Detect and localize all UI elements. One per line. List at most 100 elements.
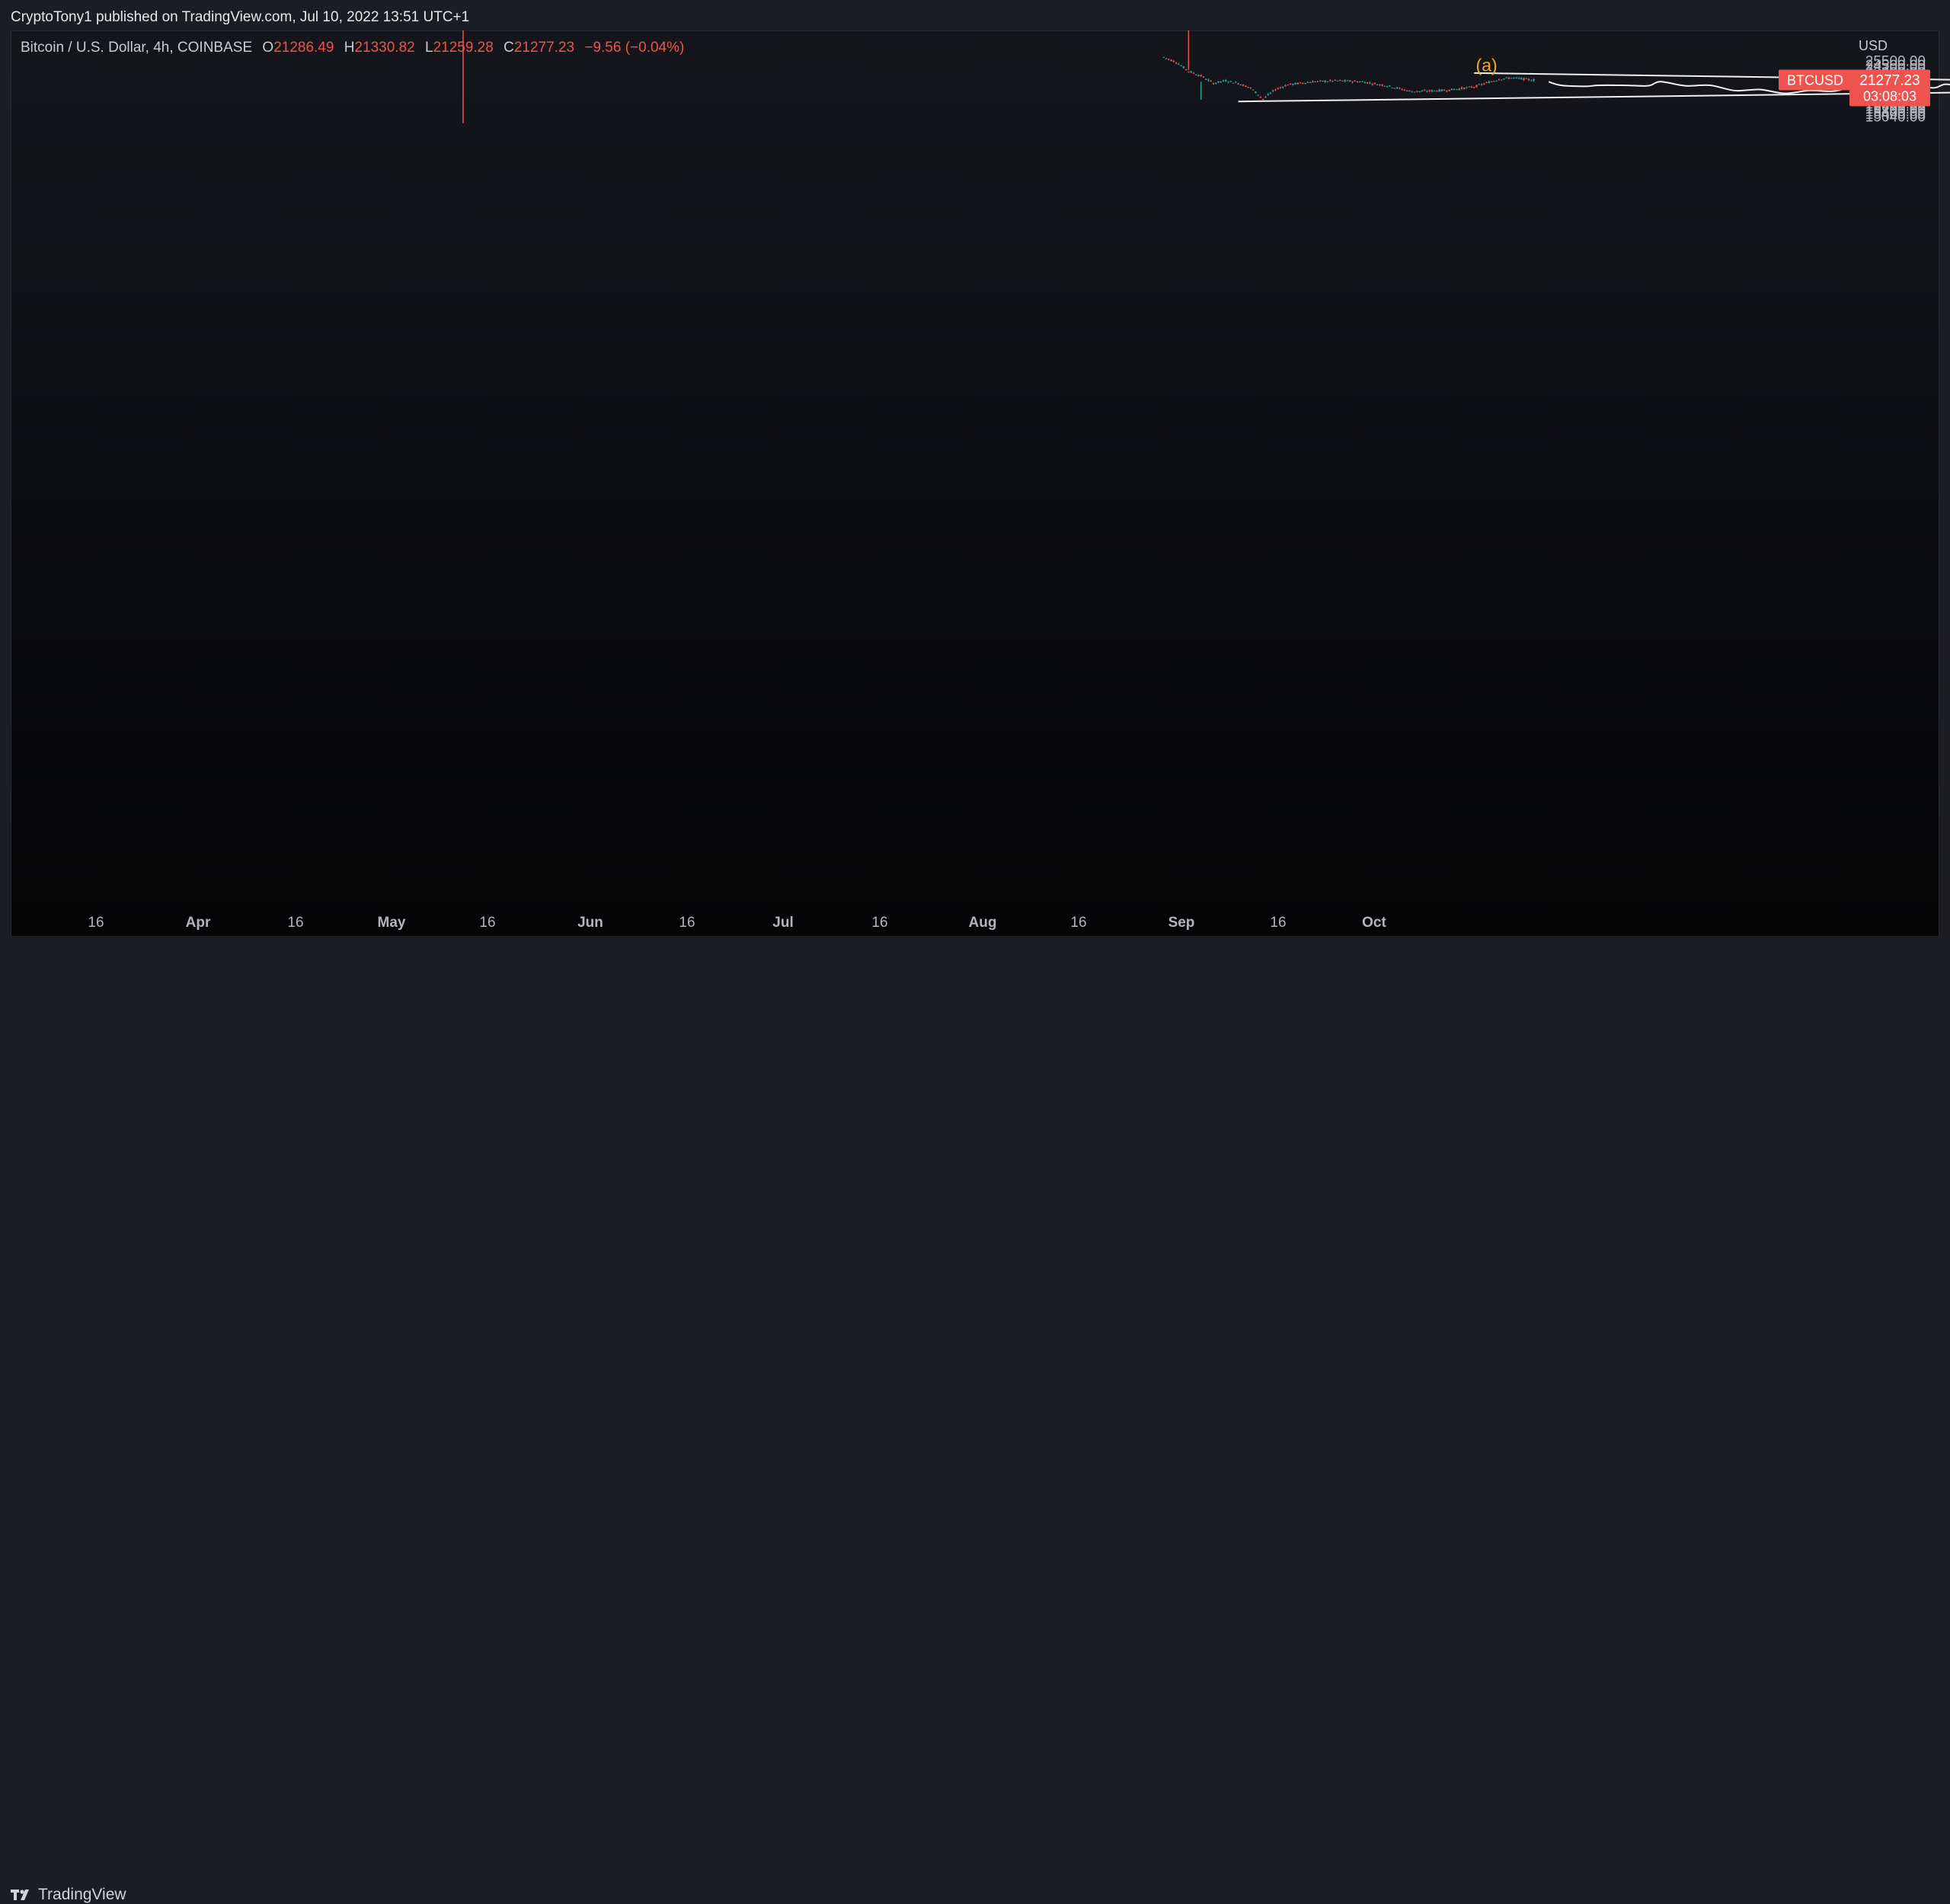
currency-label: USD [1859,38,1888,53]
price-tag-countdown: 03:08:03 [1863,88,1916,104]
candle-body [1450,88,1453,91]
open-value: 21286.49 [273,40,334,56]
tradingview-logo[interactable]: TradingView [11,1886,126,1904]
candle [1431,89,1434,93]
price-tick-label: 15040.00 [1865,109,1926,125]
symbol-tag-bg [1779,69,1852,91]
candle-body [1309,81,1312,83]
candle [1507,76,1510,80]
candle [1322,80,1324,82]
candle [1383,85,1386,87]
candle [1302,82,1304,85]
candle [1247,87,1249,88]
candle-body [1306,81,1309,83]
candle [1257,94,1259,96]
candle [1448,89,1450,91]
candle [1498,78,1501,81]
time-tick-label: 16 [287,915,303,931]
candle-body [1423,90,1426,91]
candle-body [1235,81,1237,83]
candle [1252,89,1255,91]
candle [1269,91,1272,94]
close-label: C [503,40,514,56]
candle [1222,79,1225,82]
candle-body [1289,83,1292,85]
candle [1515,77,1517,79]
candle [1172,59,1175,63]
candle-body [1413,91,1416,93]
candle-body [1326,81,1329,82]
candle [1296,82,1299,85]
candle [1319,80,1322,82]
candle-body [1453,89,1456,91]
candle [1200,74,1202,77]
time-tick-label: 16 [88,915,104,931]
candle [1312,80,1314,83]
candle [1386,85,1389,88]
candle-body [1220,81,1222,83]
price-tick-label: 15800.00 [1865,104,1926,120]
candle-body [1468,86,1470,88]
candle-body [1373,82,1376,84]
candle [1232,82,1235,84]
candle-body [1314,81,1316,83]
candle [1289,83,1292,85]
candle [1220,81,1222,84]
time-tick-label: Apr [186,915,211,931]
candle-body [1252,89,1255,91]
candle-body [1182,66,1185,69]
candle [1503,78,1505,80]
candle [1366,81,1369,84]
time-tick-label: Aug [969,915,997,931]
candle-body [1257,94,1259,96]
candle-body [1485,82,1488,84]
candle-body [1418,91,1421,92]
candle-body [1463,88,1466,90]
candle [1175,61,1178,65]
chart-canvas[interactable]: (a)(b)(c)(d)(e) USD25500.0024500.0023700… [0,0,1950,977]
candle-body [1440,89,1443,91]
candle [1212,82,1215,85]
candle [1505,76,1507,78]
candle [1517,76,1520,80]
candle [1418,91,1421,93]
candle [1279,86,1282,89]
candle-body [1503,78,1505,80]
candle-body [1192,72,1195,74]
candle [1197,74,1200,77]
candle [1460,86,1463,90]
candle-body [1389,85,1391,87]
candle-body [1480,84,1483,85]
candle-body [1175,62,1178,64]
chart-pane[interactable] [11,30,1939,937]
candle-body [1282,87,1284,88]
candle-body [1255,91,1257,94]
candle-body [1212,83,1215,85]
candle [1500,79,1503,81]
low-value: 21259.28 [433,40,494,56]
candle-body [1383,85,1386,87]
time-tick-label: Jun [577,915,603,931]
candle-body [1304,82,1306,84]
candle-body [1456,89,1458,91]
candle [1376,83,1379,86]
candle [1207,78,1210,82]
candle [1533,78,1535,82]
price-tag-value: 21277.23 [1859,72,1920,88]
symbol-tag-text: BTCUSD [1787,72,1843,88]
candle [1217,81,1220,84]
candle [1194,74,1197,75]
candle-body [1500,79,1503,81]
candle [1190,70,1192,73]
publisher-text: CryptoTony1 published on TradingView.com… [11,9,470,25]
tradingview-logo-icon [11,1890,29,1900]
candle-body [1470,86,1473,88]
trendline-lower [1238,91,1950,103]
candle-body [1371,84,1373,85]
candle [1215,81,1217,85]
candle [1436,90,1438,92]
candle-body [1202,76,1205,78]
candle-body [1274,89,1277,91]
candle [1274,88,1277,91]
